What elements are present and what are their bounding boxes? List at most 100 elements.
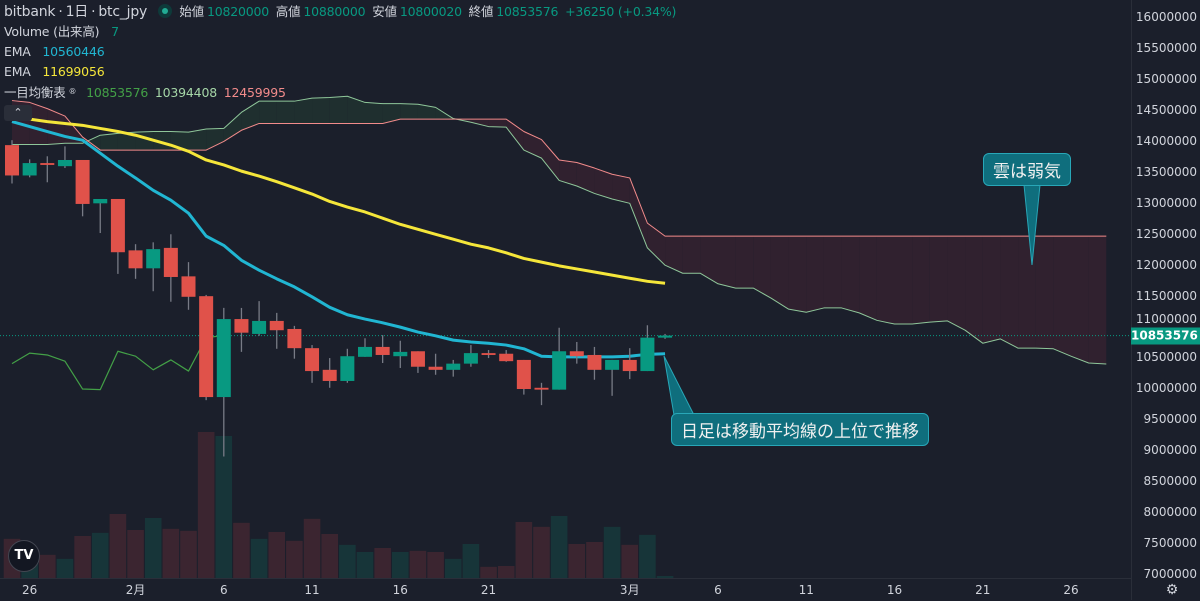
symbol-legend[interactable]: bitbank · 1日 · btc_jpy 始値 10820000 高値 10880000… [4,3,682,21]
volume-bar [109,514,127,578]
cloud-segment [223,112,242,142]
current-price-badge: 10853576 [1131,327,1200,345]
ema-label: EMA [4,64,31,79]
volume-bar [444,558,462,578]
price-tick-label: 15500000 [1135,40,1197,55]
cloud-segment [806,236,824,313]
high-label: 高値 [275,4,301,19]
ichimoku-span-b-line [11,100,1107,237]
cloud-segment [859,236,877,321]
cloud-segment [929,236,948,323]
volume-bar [515,522,533,578]
change-value: +36250 (+0.34%) [565,4,677,19]
price-tick-label: 14500000 [1135,102,1197,117]
cloud-segment [117,132,136,151]
volume-bar [197,432,215,578]
cloud-segment [559,159,577,186]
volume-legend[interactable]: Volume (出来高) 7 [4,24,122,40]
cloud-segment [365,102,383,124]
price-tick-label: 10000000 [1135,381,1197,396]
candle-body [163,247,178,277]
price-tick-label: 16000000 [1135,10,1197,24]
candle-body [587,354,602,370]
volume-bar [462,544,480,578]
cloud-segment [629,177,648,248]
candle-body [22,163,37,176]
tradingview-logo[interactable]: TV [8,540,40,572]
cloud-segment [876,236,895,325]
price-axis[interactable]: 16000000 15500000 15000000 14500000 14000000… [1131,0,1200,600]
price-tick-label: 14000000 [1135,133,1197,148]
volume-bar [250,538,268,578]
candle-body [340,356,355,381]
candle-note-pointer [663,355,695,416]
cloud-segment [735,236,754,289]
cloud-segment [188,129,207,151]
cloud-segment [753,236,771,299]
volume-bar [339,544,356,578]
ichimoku-cloud [12,96,1107,364]
volume-bar [497,566,515,578]
low-label: 安値 [372,4,397,19]
interval[interactable]: 1日 [65,4,89,20]
cloud-segment [1000,236,1019,349]
high-value: 10880000 [303,4,366,19]
candle-body [322,369,337,381]
cloud-segment [612,174,630,204]
cloud-segment [347,96,365,124]
volume-bar [568,544,586,578]
price-tick-label: 11500000 [1135,288,1197,303]
candle-body [234,319,249,333]
volume-bar [621,544,639,578]
ema-fast-legend[interactable]: EMA 10560446 [4,44,107,60]
ema-fast-value: 10560446 [42,44,105,59]
cloud-segment [206,128,224,151]
cloud-segment [912,236,930,325]
candle-body [569,351,584,357]
cloud-segment [329,96,348,124]
ichimoku-label: 一目均衡表 [4,85,66,100]
ema-slow-legend[interactable]: EMA 11699056 [4,64,107,80]
cloud-note-callout[interactable]: 雲は弱気 [983,153,1071,186]
volume-bar [127,530,144,578]
volume-bar [74,536,91,578]
open-label: 始値 [179,4,204,19]
gear-icon[interactable]: ⚙ [1165,582,1179,598]
volume-bar [180,530,197,578]
time-tick-label: 21 [975,583,991,597]
price-tick-label: 8000000 [1143,505,1197,520]
volume-bar [56,558,74,578]
volume-bars [3,432,674,578]
candle-body [269,320,284,331]
price-tick-label: 11000000 [1135,312,1197,327]
price-tick-label: 9500000 [1143,412,1197,427]
price-chart[interactable] [0,0,1131,578]
chevron-up-icon: ⌃ [13,106,23,119]
cloud-segment [965,236,983,344]
cloud-segment [29,102,48,145]
cloud-segment [576,162,595,194]
candle-body [446,363,461,370]
price-tick-label: 12500000 [1135,226,1197,241]
ichimoku-legend[interactable]: 一目均衡表 ® 10853576 10394408 12459995 [4,84,289,100]
volume-bar [639,534,656,578]
price-tick-label: 15000000 [1135,71,1197,86]
symbol[interactable]: btc_jpy [98,4,148,20]
candle-body [5,145,19,176]
price-tick-label: 8500000 [1143,474,1197,489]
ema-slow-value: 11699056 [42,64,105,79]
cloud-segment [47,108,65,145]
market-open-dot-icon [158,4,173,18]
cloud-segment [382,103,401,124]
cloud-segment [647,223,666,266]
volume-bar [91,532,109,578]
ichimoku-span-b-value: 12459995 [223,85,286,100]
time-tick-label: 21 [480,583,497,597]
candle-note-callout[interactable]: 日足は移動平均線の上位で推移 [671,413,929,446]
time-axis[interactable] [0,578,1131,601]
volume-bar [286,540,303,578]
cloud-segment [312,97,330,124]
collapse-legend-button[interactable]: ⌃ [4,105,32,121]
candle-body [305,348,320,372]
time-tick-label: 3月 [619,583,640,597]
